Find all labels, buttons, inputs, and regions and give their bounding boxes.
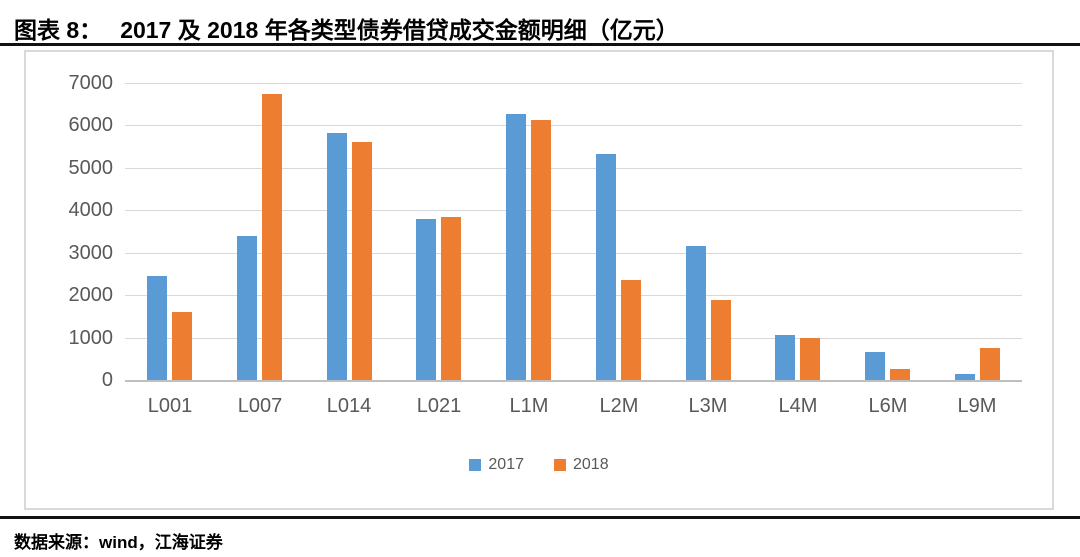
bar-2017-L2M (596, 154, 616, 380)
x-category-label: L014 (326, 395, 372, 417)
x-category-label: L3M (688, 395, 728, 417)
gridline (125, 210, 1022, 211)
bar-2018-L6M (890, 369, 910, 380)
legend-item-2018: 2018 (554, 456, 609, 474)
x-category-label: L6M (868, 395, 908, 417)
bar-2018-L3M (711, 300, 731, 380)
figure-title: 2017 及 2018 年各类型债券借贷成交金额明细（亿元） (120, 17, 679, 43)
y-tick-label: 6000 (68, 114, 114, 136)
bar-2018-L9M (980, 348, 1000, 380)
bar-2017-L3M (686, 246, 706, 380)
figure-label: 图表 8： (14, 17, 103, 43)
bar-2018-L014 (352, 142, 372, 380)
legend-label: 2018 (573, 456, 609, 473)
y-tick-label: 0 (101, 369, 113, 391)
x-category-label: L2M (599, 395, 639, 417)
footer-divider (0, 516, 1080, 519)
y-tick-label: 7000 (68, 72, 114, 94)
legend-swatch-icon (469, 459, 482, 471)
legend-item-2017: 2017 (469, 456, 524, 474)
y-tick-label: 5000 (68, 157, 114, 179)
gridline (125, 338, 1022, 339)
bar-2018-L021 (441, 217, 461, 380)
x-category-label: L4M (778, 395, 818, 417)
data-source: 数据来源：wind，江海证券 (14, 533, 223, 552)
bar-2018-L4M (800, 338, 820, 380)
x-category-label: L1M (509, 395, 549, 417)
figure-header: 图表 8： 2017 及 2018 年各类型债券借贷成交金额明细（亿元） (0, 0, 1080, 46)
bar-2017-L6M (865, 352, 885, 380)
bar-2017-L9M (955, 374, 975, 380)
gridline (125, 168, 1022, 169)
gridline (125, 295, 1022, 296)
legend-label: 2017 (488, 456, 524, 473)
y-tick-label: 1000 (68, 327, 114, 349)
x-category-label: L007 (237, 395, 283, 417)
y-tick-label: 2000 (68, 284, 114, 306)
bar-2017-L014 (327, 133, 347, 380)
bar-2017-L4M (775, 335, 795, 380)
bar-2017-L007 (237, 236, 257, 380)
bar-2018-L007 (262, 94, 282, 380)
x-category-label: L021 (416, 395, 462, 417)
chart-legend: 2017 2018 (26, 456, 1052, 474)
gridline (125, 253, 1022, 254)
bar-2018-L001 (172, 312, 192, 380)
x-category-label: L9M (957, 395, 997, 417)
gridline (125, 83, 1022, 84)
bar-2017-L021 (416, 219, 436, 380)
bar-2017-L001 (147, 276, 167, 380)
bar-2018-L2M (621, 280, 641, 380)
bar-2018-L1M (531, 120, 551, 380)
bar-chart: 2017 2018 0 1000 2000 3000 4000 5000 6000 7000 L0… (24, 50, 1054, 510)
gridline (125, 125, 1022, 126)
bar-2017-L1M (506, 114, 526, 380)
legend-swatch-icon (554, 459, 566, 471)
x-axis-line (125, 380, 1022, 382)
y-tick-label: 4000 (68, 199, 114, 221)
x-category-label: L001 (147, 395, 193, 417)
y-tick-label: 3000 (68, 242, 114, 264)
